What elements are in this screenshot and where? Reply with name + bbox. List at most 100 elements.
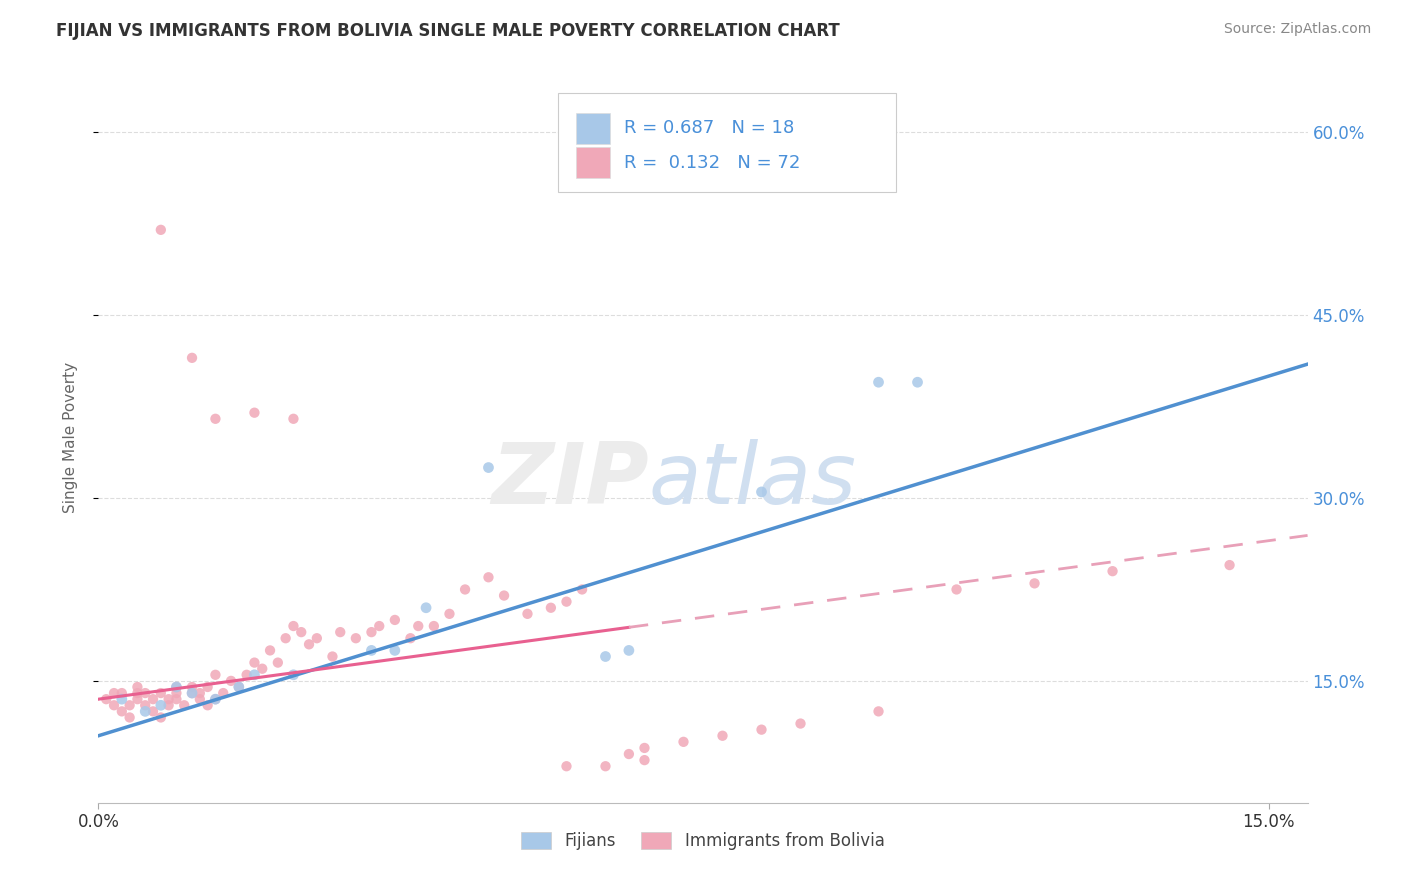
Point: [181, 351, 204, 365]
FancyBboxPatch shape: [558, 94, 897, 192]
Point: [134, 705, 156, 719]
Point: [751, 485, 773, 500]
Bar: [576, 147, 610, 178]
Point: [384, 643, 406, 657]
Point: [384, 613, 406, 627]
Point: [633, 753, 655, 767]
Point: [157, 698, 180, 713]
Point: [1101, 564, 1123, 578]
Point: [197, 680, 219, 694]
Point: [945, 582, 967, 597]
Y-axis label: Single Male Poverty: Single Male Poverty: [63, 361, 77, 513]
Point: [360, 643, 382, 657]
Point: [142, 692, 165, 706]
Point: [360, 625, 382, 640]
Point: [127, 692, 149, 706]
Point: [595, 759, 617, 773]
Point: [127, 680, 149, 694]
Text: R = 0.687   N = 18: R = 0.687 N = 18: [624, 120, 794, 137]
Point: [283, 667, 305, 681]
Bar: [576, 113, 610, 144]
Point: [103, 698, 125, 713]
Point: [103, 686, 125, 700]
Point: [555, 759, 578, 773]
Point: [477, 460, 499, 475]
Point: [118, 710, 141, 724]
Point: [1219, 558, 1241, 573]
Point: [96, 692, 118, 706]
Point: [617, 747, 640, 761]
Point: [439, 607, 461, 621]
Text: FIJIAN VS IMMIGRANTS FROM BOLIVIA SINGLE MALE POVERTY CORRELATION CHART: FIJIAN VS IMMIGRANTS FROM BOLIVIA SINGLE…: [56, 22, 839, 40]
Point: [571, 582, 593, 597]
Point: [111, 705, 134, 719]
Point: [118, 698, 141, 713]
Point: [868, 375, 890, 389]
Legend: Fijians, Immigrants from Bolivia: Fijians, Immigrants from Bolivia: [515, 825, 891, 856]
Point: [454, 582, 477, 597]
Point: [181, 686, 204, 700]
Point: [173, 698, 195, 713]
Point: [127, 686, 149, 700]
Point: [259, 643, 281, 657]
Point: [252, 662, 274, 676]
Point: [305, 632, 328, 646]
Point: [204, 692, 226, 706]
Point: [188, 686, 211, 700]
Point: [329, 625, 352, 640]
Point: [494, 589, 516, 603]
Point: [399, 632, 422, 646]
Point: [228, 680, 250, 694]
Point: [235, 667, 257, 681]
Point: [290, 625, 312, 640]
Point: [111, 692, 134, 706]
Point: [267, 656, 290, 670]
Point: [633, 740, 655, 755]
Point: [142, 705, 165, 719]
Text: R =  0.132   N = 72: R = 0.132 N = 72: [624, 153, 801, 172]
Point: [415, 600, 437, 615]
Point: [274, 632, 297, 646]
Point: [165, 680, 187, 694]
Point: [204, 667, 226, 681]
Point: [157, 692, 180, 706]
Point: [111, 686, 134, 700]
Point: [149, 698, 172, 713]
Point: [243, 406, 266, 420]
Point: [165, 680, 187, 694]
Point: [751, 723, 773, 737]
Point: [188, 692, 211, 706]
Point: [617, 643, 640, 657]
Point: [789, 716, 811, 731]
Point: [149, 223, 172, 237]
Point: [555, 594, 578, 608]
Point: [298, 637, 321, 651]
Point: [197, 698, 219, 713]
Point: [321, 649, 343, 664]
Point: [540, 600, 562, 615]
Point: [243, 667, 266, 681]
Point: [219, 673, 242, 688]
Point: [204, 692, 226, 706]
Point: [228, 680, 250, 694]
Point: [283, 619, 305, 633]
Point: [165, 692, 187, 706]
Point: [283, 412, 305, 426]
Point: [868, 705, 890, 719]
Point: [243, 656, 266, 670]
Point: [368, 619, 391, 633]
Point: [477, 570, 499, 584]
Point: [204, 412, 226, 426]
Point: [149, 710, 172, 724]
Point: [672, 735, 695, 749]
Point: [1024, 576, 1046, 591]
Point: [134, 698, 156, 713]
Point: [711, 729, 734, 743]
Point: [134, 686, 156, 700]
Point: [344, 632, 367, 646]
Point: [181, 686, 204, 700]
Text: ZIP: ZIP: [491, 440, 648, 523]
Point: [406, 619, 429, 633]
Point: [516, 607, 538, 621]
Text: atlas: atlas: [648, 440, 856, 523]
